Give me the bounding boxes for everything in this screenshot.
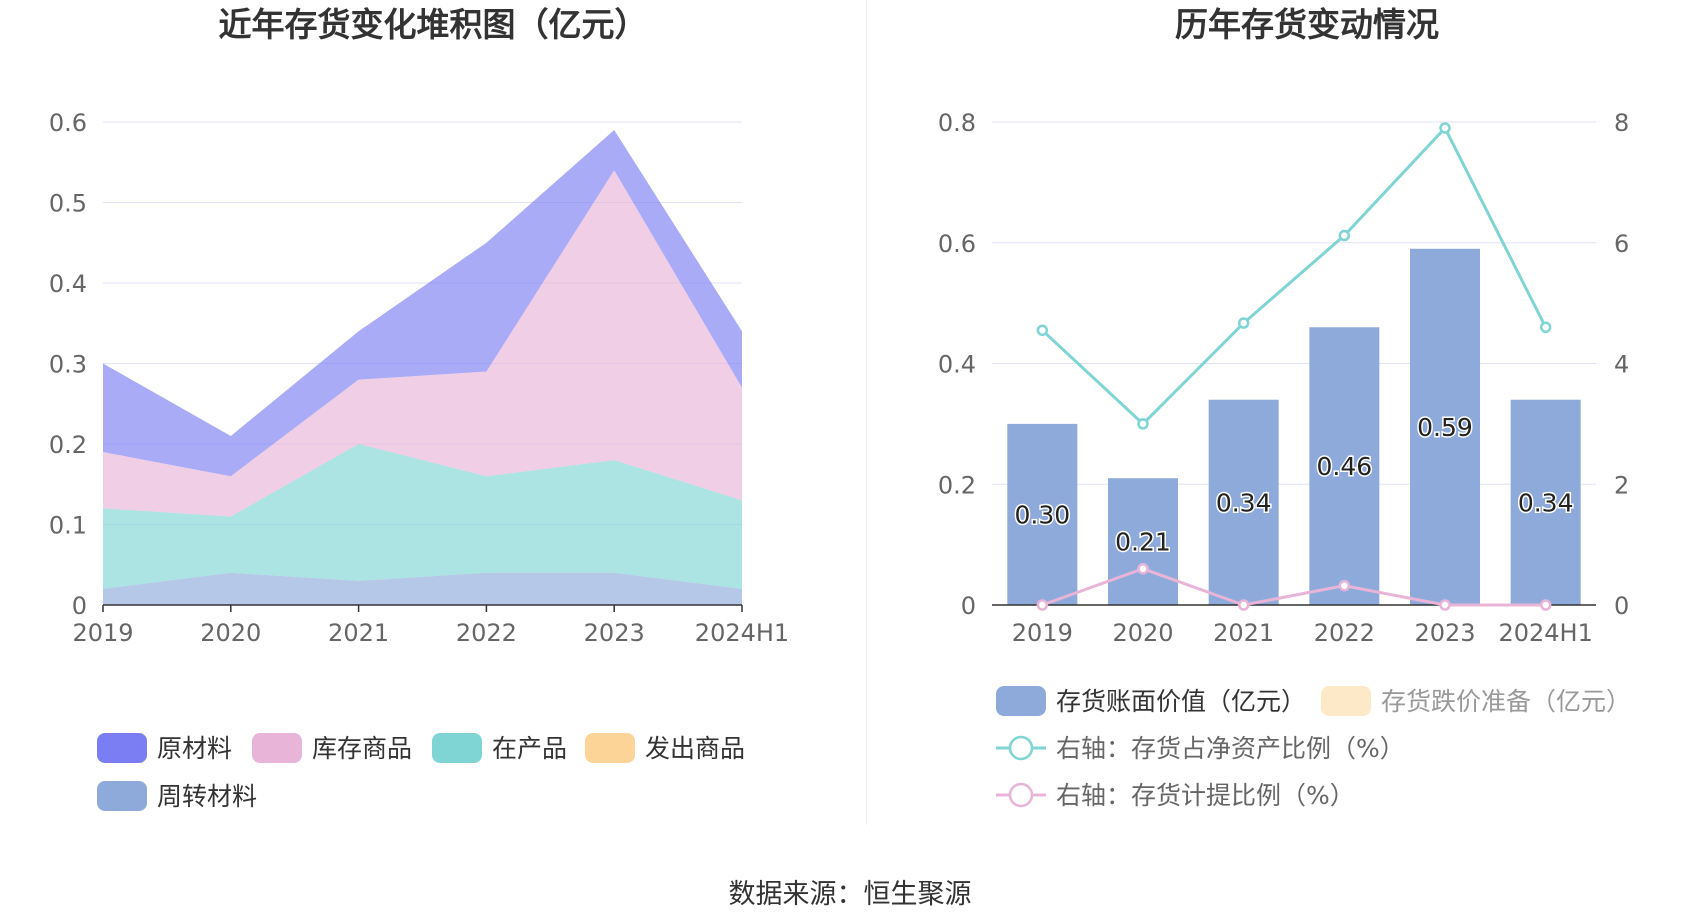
y2-tick-label: 8 — [1614, 109, 1629, 137]
x-tick-label: 2022 — [1314, 619, 1375, 647]
line-point — [1137, 418, 1149, 430]
legend-marker — [1008, 782, 1034, 808]
legend-label: 存货跌价准备（亿元） — [1381, 687, 1631, 716]
y-tick-label: 0.2 — [49, 431, 87, 459]
x-tick-label: 2023 — [1414, 619, 1475, 647]
legend-swatch — [996, 686, 1046, 716]
x-tick-label: 2021 — [1213, 619, 1274, 647]
x-tick-label: 2019 — [1012, 619, 1073, 647]
stacked-area-chart: 近年存货变化堆积图（亿元） 0 0.1 0.2 0.3 0.4 0.5 0.6 2019 2020… — [49, 5, 789, 811]
y-tick-label: 0 — [961, 592, 976, 620]
legend-label: 原材料 — [157, 734, 232, 763]
legend-swatch — [252, 733, 302, 763]
area-原材料 — [103, 130, 742, 477]
y-tick-label: 0.2 — [938, 471, 976, 499]
panel-divider — [866, 0, 867, 825]
x-tick-label: 2020 — [200, 619, 261, 647]
y2-tick-label: 4 — [1614, 351, 1629, 379]
line-point — [1036, 324, 1049, 337]
y-tick-label: 0.4 — [938, 351, 976, 379]
area-周转材料 — [103, 572, 742, 605]
line-series — [1041, 125, 1548, 426]
data-source: 数据来源：恒生聚源 — [728, 879, 972, 910]
y-tick-label: 0.1 — [49, 512, 87, 540]
x-tick-label: 2023 — [584, 619, 645, 647]
bar-value-label: 0.21 — [1115, 528, 1171, 557]
x-tick-label: 2024H1 — [695, 619, 789, 647]
bar — [1108, 478, 1178, 605]
line-point — [1539, 599, 1552, 611]
line-point — [1137, 563, 1149, 575]
legend-label: 右轴：存货计提比例（%） — [1056, 781, 1355, 810]
y-tick-label: 0.5 — [49, 190, 87, 218]
legend-swatch — [432, 733, 482, 763]
bar — [1410, 248, 1480, 605]
bar-value-label: 0.34 — [1518, 488, 1574, 517]
area-在产品 — [103, 444, 742, 589]
line-point — [1237, 599, 1250, 611]
x-tick-label: 2024H1 — [1498, 619, 1592, 647]
legend-swatch — [1321, 686, 1371, 716]
y2-tick-label: 0 — [1614, 592, 1629, 620]
y-tick-label: 0.6 — [49, 109, 87, 137]
x-tick-label: 2022 — [456, 619, 517, 647]
x-tick-label: 2019 — [72, 619, 133, 647]
area-库存商品 — [103, 170, 742, 517]
legend-label: 发出商品 — [645, 734, 745, 763]
legend-label: 右轴：存货占净资产比例（%） — [1056, 734, 1405, 763]
bar-value-label: 0.34 — [1216, 488, 1272, 517]
bar-value-label: 0.30 — [1014, 500, 1070, 529]
y-tick-label: 0.4 — [49, 270, 87, 298]
legend-label: 库存商品 — [312, 734, 412, 763]
line-point — [1237, 317, 1250, 329]
line-point — [1439, 122, 1451, 134]
bar-line-chart: 历年存货变动情况 0 0.2 0.4 0.6 0.8 0 2 4 6 8 2019 2020 2021 20… — [938, 5, 1631, 810]
y-tick-label: 0.3 — [49, 351, 87, 379]
bar-value-label: 0.59 — [1417, 413, 1473, 442]
y2-tick-label: 6 — [1614, 230, 1629, 258]
chart-title: 近年存货变化堆积图（亿元） — [219, 5, 648, 44]
legend-marker — [1008, 735, 1034, 761]
line-point — [1439, 599, 1451, 611]
line-point — [1539, 321, 1552, 334]
bar-value-label: 0.46 — [1316, 452, 1372, 481]
line-point — [1338, 229, 1351, 242]
legend-swatch — [97, 733, 147, 763]
bar — [1208, 399, 1279, 605]
y-tick-label: 0 — [72, 592, 87, 620]
y2-tick-label: 2 — [1614, 471, 1629, 499]
legend-swatch — [97, 781, 147, 811]
legend-label: 在产品 — [492, 734, 567, 763]
bar — [1510, 399, 1581, 605]
x-tick-label: 2021 — [328, 619, 389, 647]
line-point — [1338, 579, 1351, 592]
x-tick-label: 2020 — [1112, 619, 1173, 647]
bar — [1309, 327, 1380, 605]
y-tick-label: 0.6 — [938, 230, 976, 258]
y-tick-label: 0.8 — [938, 109, 976, 137]
line-point — [1036, 599, 1049, 611]
chart-title: 历年存货变动情况 — [1175, 5, 1439, 44]
legend-label: 周转材料 — [157, 782, 257, 811]
legend-label: 存货账面价值（亿元） — [1056, 687, 1306, 716]
bar — [1007, 423, 1078, 605]
legend-swatch — [585, 733, 635, 763]
line-series — [1041, 567, 1546, 607]
